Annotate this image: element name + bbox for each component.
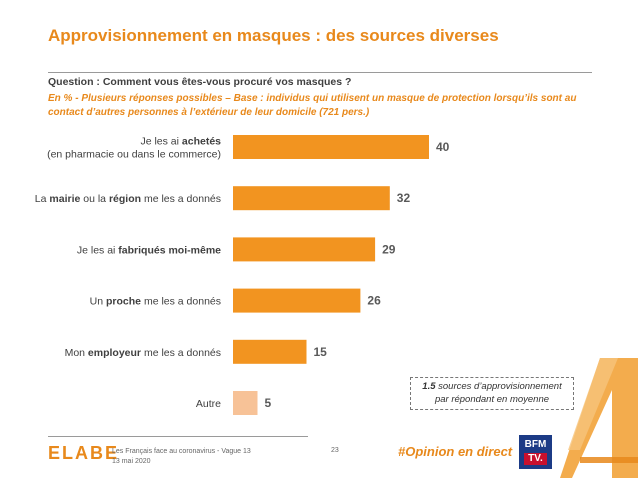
category-label-0: Je les ai achetés(en pharmacie ou dans l…: [47, 136, 221, 161]
svg-text:Un proche me les a donnés: Un proche me les a donnés: [90, 296, 221, 308]
average-sources-note: 1.5 sources d’approvisionnement par répo…: [410, 377, 574, 410]
note-number: 1.5: [422, 381, 436, 392]
value-label-1: 32: [397, 191, 411, 205]
value-label-0: 40: [436, 140, 450, 154]
bar-4: [233, 339, 307, 364]
footer-divider: [48, 436, 308, 437]
category-label-1: La mairie ou la région me les a donnés: [35, 193, 221, 205]
svg-text:Mon employeur me les a donnés: Mon employeur me les a donnés: [65, 347, 221, 359]
category-label-2: Je les ai fabriqués moi-même: [77, 244, 221, 256]
svg-text:La mairie ou la région me les: La mairie ou la région me les a donnés: [35, 193, 221, 205]
svg-text:Autre: Autre: [196, 398, 221, 410]
category-label-3: Un proche me les a donnés: [90, 296, 221, 308]
bfm-logo-top: BFM: [524, 439, 547, 450]
note-text-1: sources d’approvisionnement: [435, 381, 562, 392]
value-label-2: 29: [382, 242, 396, 256]
bar-5: [233, 391, 258, 415]
bfm-logo-bottom: TV.: [524, 453, 547, 465]
header-divider: [48, 72, 592, 73]
svg-text:Je les ai fabriqués moi-même: Je les ai fabriqués moi-même: [77, 244, 221, 256]
svg-text:Je les ai achetés: Je les ai achetés: [140, 136, 221, 148]
bar-2: [233, 237, 376, 262]
elabe-logo: ELABE: [48, 443, 120, 463]
bar-1: [233, 186, 390, 211]
note-text-2: par répondant en moyenne: [434, 394, 550, 405]
value-label-3: 26: [367, 294, 381, 308]
question-text: Question : Comment vous êtes-vous procur…: [48, 76, 352, 88]
decorative-a-shape: [560, 358, 638, 478]
page-title: Approvisionnement en masques : des sourc…: [48, 26, 499, 45]
hashtag: #Opinion en direct: [398, 444, 513, 459]
value-label-4: 15: [314, 345, 328, 359]
svg-text:(en pharmacie ou dans le comme: (en pharmacie ou dans le commerce): [47, 149, 221, 161]
footer-source: Les Français face au coronavirus - Vague…: [112, 448, 251, 455]
value-label-5: 5: [265, 396, 272, 410]
page-number: 23: [331, 447, 339, 454]
category-label-5: Autre: [196, 398, 221, 410]
footer-date: 13 mai 2020: [112, 458, 151, 465]
base-text: En % - Plusieurs réponses possibles – Ba…: [48, 93, 577, 118]
category-label-4: Mon employeur me les a donnés: [65, 347, 221, 359]
bar-3: [233, 288, 361, 313]
bfmtv-logo: BFM TV.: [519, 435, 552, 469]
bar-0: [233, 135, 429, 159]
